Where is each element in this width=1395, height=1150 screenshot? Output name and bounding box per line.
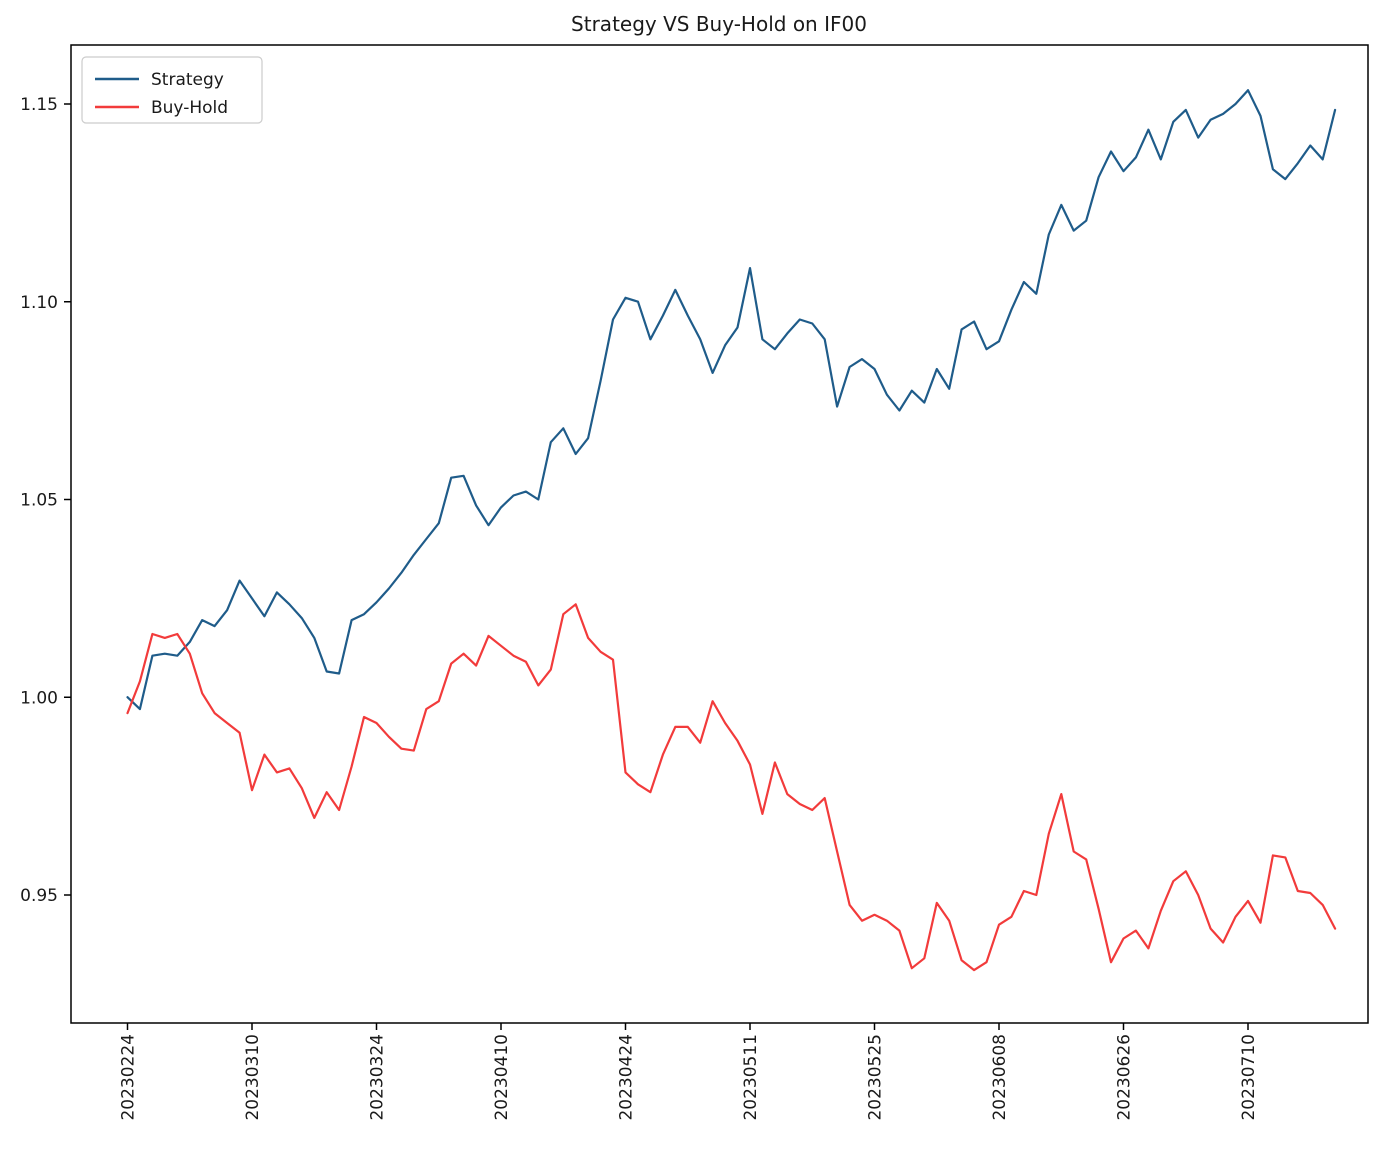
x-tick-label: 20230710: [1239, 1034, 1259, 1121]
x-tick-label: 20230324: [368, 1034, 388, 1121]
x-tick-label: 20230224: [119, 1034, 139, 1121]
x-tick-label: 20230608: [990, 1034, 1010, 1121]
x-tick-label: 20230525: [866, 1034, 886, 1121]
plot-frame: [70, 44, 1369, 1024]
legend-label-buy-hold: Buy-Hold: [151, 98, 228, 118]
chart-title: Strategy VS Buy-Hold on IF00: [571, 12, 867, 36]
x-tick-label: 20230410: [492, 1034, 512, 1121]
legend-label-strategy: Strategy: [151, 70, 224, 90]
x-tick-label: 20230626: [1115, 1034, 1135, 1121]
y-tick-label: 1.05: [20, 491, 58, 511]
x-tick-label: 20230424: [617, 1034, 637, 1121]
y-tick-label: 0.95: [20, 886, 58, 906]
x-tick-label: 20230310: [243, 1034, 263, 1121]
x-tick-label: 20230511: [741, 1034, 761, 1121]
y-tick-label: 1.15: [20, 95, 58, 115]
y-tick-label: 1.10: [20, 293, 58, 313]
strategy-line: [126, 89, 1337, 711]
buy-hold-line: [126, 603, 1337, 972]
y-tick-label: 1.00: [20, 688, 58, 708]
